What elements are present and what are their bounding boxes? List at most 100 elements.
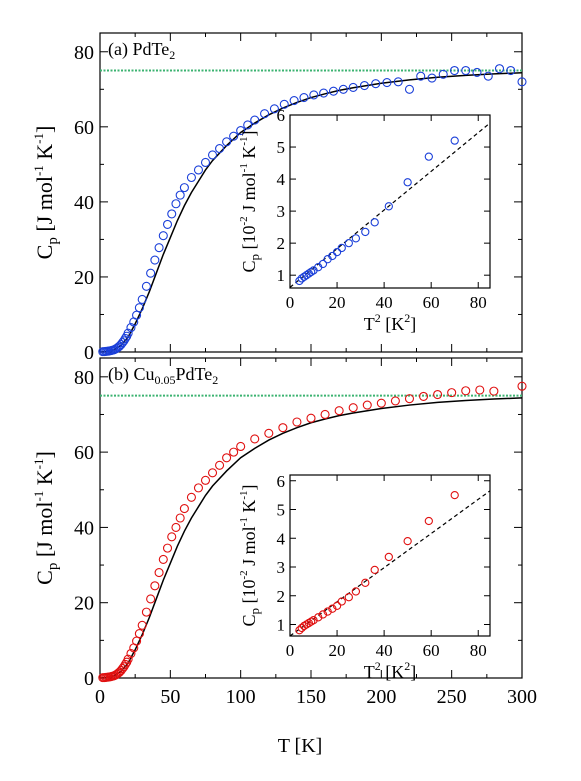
data-point	[517, 77, 527, 87]
data-point	[309, 90, 319, 100]
data-point	[472, 67, 482, 77]
plot-frame	[99, 32, 523, 353]
data-point	[319, 88, 329, 98]
inset-y-tick-label: 2	[277, 234, 286, 253]
data-point	[292, 417, 302, 427]
data-point	[348, 403, 358, 413]
data-point	[416, 71, 426, 81]
inset-data-point	[337, 243, 346, 253]
y-tick-label: 40	[74, 192, 94, 214]
data-point	[119, 662, 129, 672]
data-point	[447, 388, 457, 398]
inset-data-point	[337, 597, 346, 606]
data-point	[119, 336, 129, 346]
data-point	[433, 389, 443, 400]
inset-x-tick-label: 40	[376, 641, 393, 660]
inset-y-tick-label: 6	[277, 472, 286, 491]
data-point	[483, 71, 493, 81]
x-tick-label: 150	[296, 686, 326, 708]
y-tick-label: 0	[84, 342, 94, 364]
inset-x-tick-label: 60	[423, 293, 440, 312]
data-point	[137, 294, 147, 305]
data-point	[461, 65, 471, 76]
data-point	[120, 333, 130, 344]
data-point	[475, 385, 485, 395]
inset-data-point	[424, 152, 433, 161]
inset-data-point	[318, 259, 328, 269]
inset-data-point	[304, 618, 313, 628]
data-point	[126, 323, 136, 333]
inset-data-point	[361, 227, 370, 237]
data-point	[382, 77, 392, 88]
data-point	[215, 460, 225, 470]
data-point	[289, 96, 299, 106]
y-tick-label: 20	[74, 593, 94, 615]
inset-data-point	[295, 626, 304, 635]
inset-linear-fit	[289, 490, 491, 637]
data-point	[236, 126, 246, 136]
inset-data-point	[403, 178, 412, 187]
inset-y-axis-label: Cp [10-2 J mol-1 K-1]	[238, 484, 262, 626]
data-point	[260, 109, 270, 119]
data-point	[299, 93, 309, 103]
data-point	[179, 183, 189, 193]
y-axis-label: Cp [J mol-1 K-1]	[31, 126, 61, 260]
y-tick-label: 40	[74, 517, 94, 539]
data-point	[167, 209, 177, 219]
inset-data-point	[344, 238, 353, 248]
inset-y-axis-label: Cp [10-2 J mol-1 K-1]	[238, 130, 262, 272]
inset-data-point	[344, 593, 353, 602]
plot-frame	[99, 357, 523, 679]
data-point	[146, 594, 156, 604]
data-point	[171, 522, 181, 532]
data-point	[141, 607, 151, 617]
x-tick-label: 250	[437, 686, 467, 708]
data-point	[141, 281, 151, 291]
data-point	[222, 453, 232, 463]
data-point	[200, 157, 211, 168]
data-point	[279, 99, 289, 109]
inset-y-tick-label: 1	[277, 616, 286, 635]
data-point	[404, 84, 415, 94]
data-point	[171, 199, 181, 209]
inset-data-point	[351, 587, 361, 596]
inset-data-point	[403, 536, 412, 546]
data-point	[306, 413, 316, 423]
inset-data-point	[361, 578, 370, 587]
inset-data-point	[307, 617, 316, 626]
inset-data-point	[299, 621, 309, 631]
y-tick-label: 60	[74, 442, 94, 464]
inset-data-point	[295, 276, 304, 286]
data-point	[123, 328, 133, 338]
data-point	[186, 492, 196, 502]
data-point	[222, 137, 232, 147]
data-point	[193, 165, 204, 175]
inset-data-point	[450, 490, 459, 500]
data-point	[207, 150, 218, 160]
data-point	[517, 381, 527, 391]
inset-data-point	[307, 267, 316, 277]
panel-label: (a) PdTe2	[108, 39, 175, 62]
data-point	[193, 483, 204, 493]
y-tick-label: 80	[74, 367, 94, 389]
data-point	[371, 79, 381, 89]
data-point	[390, 396, 400, 406]
inset-y-tick-label: 6	[277, 106, 286, 125]
x-tick-label: 300	[507, 686, 537, 708]
data-point	[348, 82, 358, 92]
data-point	[150, 255, 160, 265]
data-point	[158, 554, 168, 564]
inset-x-tick-label: 20	[329, 641, 346, 660]
inset-frame	[289, 474, 491, 637]
y-tick-label: 60	[74, 117, 94, 139]
inset-frame	[289, 114, 491, 289]
data-point	[229, 131, 239, 141]
data-point	[126, 648, 136, 659]
y-tick-label: 80	[74, 42, 94, 64]
data-point	[418, 391, 429, 401]
data-point	[461, 386, 471, 396]
x-tick-label: 0	[95, 686, 105, 708]
